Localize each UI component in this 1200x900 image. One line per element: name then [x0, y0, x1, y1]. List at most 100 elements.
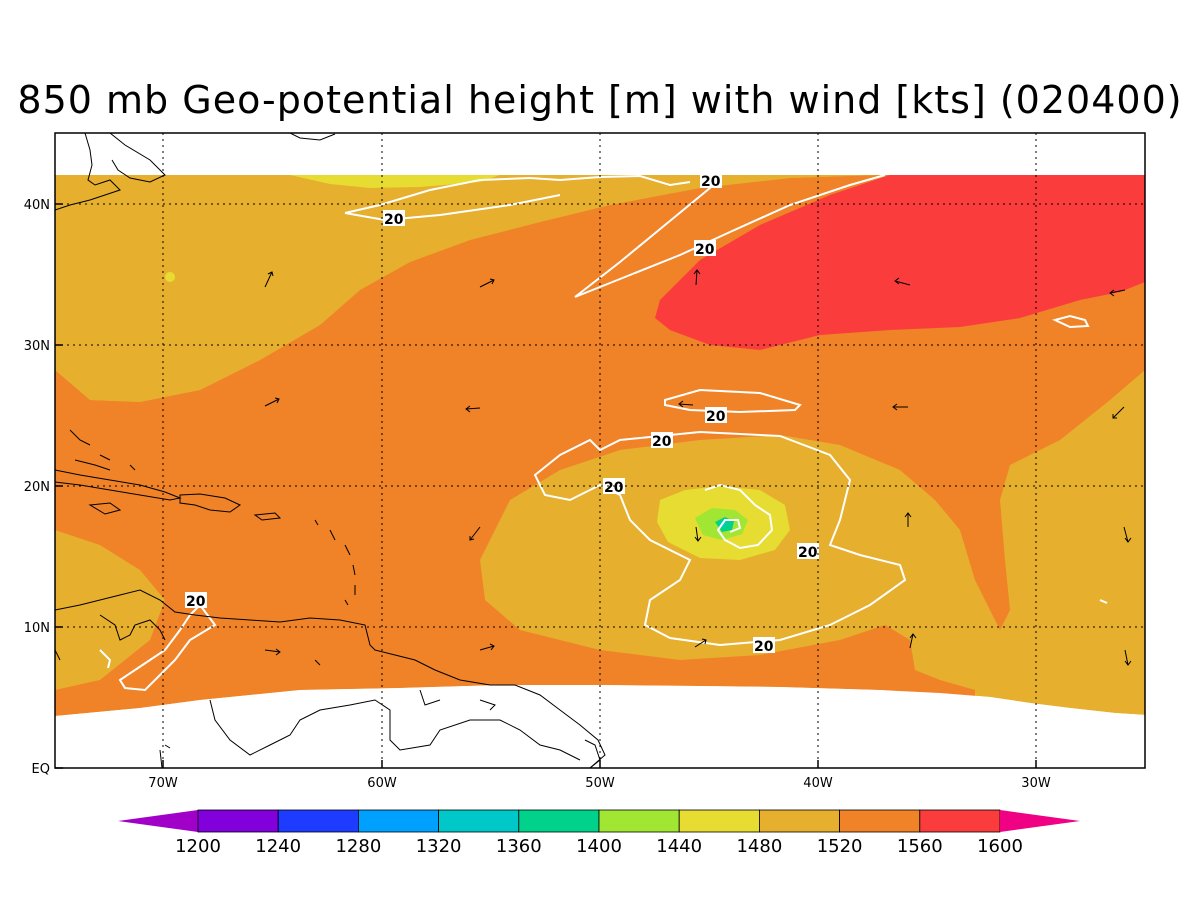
- wind-contour: [118, 603, 217, 692]
- wind-arrow: [1112, 406, 1125, 419]
- wind-arrow: [694, 638, 707, 648]
- colorbar-swatch: [197, 809, 279, 833]
- wind-arrow: [1123, 526, 1132, 543]
- wind-contour: [1099, 599, 1108, 604]
- colorbar-label: 1360: [496, 836, 542, 857]
- wind-arrow: [892, 403, 908, 411]
- height-fill-1480-spot: [165, 272, 175, 282]
- coastline-lesser-antilles: [314, 519, 356, 606]
- y-tick-label: 30N: [24, 339, 50, 354]
- wind-contour: [344, 194, 561, 222]
- colorbar-swatch: [277, 809, 359, 833]
- wind-contour: [704, 483, 774, 550]
- colorbar-label: 1560: [897, 836, 943, 857]
- colorbar-label: 1520: [817, 836, 863, 857]
- wind-arrow: [264, 648, 281, 656]
- tick-marks: [55, 203, 1037, 769]
- plot-area: 20 20 20 20 20 20 20 20 20: [55, 133, 1145, 768]
- contour-labels: 20 20 20 20 20 20 20 20 20: [185, 172, 819, 655]
- coastline-north-america: [55, 133, 121, 211]
- wind-contour: [533, 430, 907, 647]
- wind-arrow: [904, 512, 912, 527]
- wind-arrow: [1109, 289, 1126, 297]
- contour-label: 20: [604, 480, 624, 496]
- colorbar-label: 1320: [416, 836, 462, 857]
- y-tick-label: 10N: [24, 621, 50, 636]
- wind-arrow: [55, 649, 61, 661]
- y-tick-labels: EQ 10N 20N 30N 40N: [24, 198, 50, 777]
- colorbar-swatch: [919, 809, 1001, 833]
- colorbar-swatch: [839, 809, 921, 833]
- coastline-island-small: [159, 659, 321, 768]
- wind-contours: [99, 174, 1108, 692]
- x-tick-label: 30W: [1021, 776, 1051, 791]
- coastline-jamaica: [88, 502, 122, 515]
- wind-arrow: [465, 405, 481, 413]
- contour-label: 20: [652, 434, 672, 450]
- coastline-newfoundland: [289, 133, 336, 141]
- coastline-central-america: [55, 589, 606, 768]
- chart-title: 850 mb Geo-potential height [m] with win…: [17, 78, 1183, 122]
- grid-lines: [55, 133, 1145, 768]
- contour-label: 20: [701, 174, 721, 190]
- wind-arrow: [479, 643, 495, 651]
- coastline-bahamas: [69, 429, 136, 471]
- x-tick-label: 40W: [803, 776, 833, 791]
- y-tick-label: 40N: [24, 198, 50, 213]
- coastline-hispaniola: [179, 493, 241, 513]
- colorbar-swatch: [438, 809, 520, 833]
- contour-label: 20: [706, 409, 726, 425]
- coastline-puerto-rico: [253, 512, 282, 521]
- wind-contour: [344, 174, 691, 214]
- wind-arrow: [264, 397, 280, 407]
- contour-label: 20: [754, 639, 774, 655]
- colorbar-swatch: [759, 809, 841, 833]
- contour-label: 20: [798, 545, 818, 561]
- colorbar-label: 1480: [736, 836, 782, 857]
- wind-arrow: [469, 526, 481, 541]
- x-tick-label: 60W: [367, 776, 397, 791]
- colorbar-label: 1200: [175, 836, 221, 857]
- y-tick-label: EQ: [32, 762, 50, 777]
- colorbar-label: 1600: [977, 836, 1023, 857]
- wind-arrow: [909, 633, 917, 649]
- x-tick-labels: 70W 60W 50W 40W 30W: [148, 776, 1051, 791]
- no-data-region: [55, 685, 1145, 768]
- contour-label: 20: [186, 594, 206, 610]
- colorbar-label: 1240: [255, 836, 301, 857]
- wind-arrow: [479, 278, 495, 288]
- wind-contour: [574, 174, 886, 298]
- wind-vectors: [55, 269, 1132, 666]
- coastline-guiana: [419, 689, 496, 711]
- colorbar-swatch: [518, 809, 600, 833]
- height-fill-1520-north: [55, 175, 880, 402]
- coastline-amazon-mouth: [584, 739, 601, 768]
- x-tick-label: 70W: [148, 776, 178, 791]
- wind-arrow: [693, 269, 701, 286]
- x-tick-label: 50W: [585, 776, 615, 791]
- wind-contour: [1052, 314, 1090, 329]
- height-fill-1480-north: [290, 175, 500, 188]
- wind-contour: [99, 649, 112, 669]
- y-tick-label: 20N: [24, 480, 50, 495]
- colorbar: 1200 1240 1280 1320 1360 1400 1440 1480 1520 1560…: [118, 809, 1080, 857]
- wind-arrow: [264, 271, 274, 288]
- colorbar-swatch: [598, 809, 680, 833]
- colorbar-extend-high: [1000, 810, 1080, 832]
- wind-arrow: [694, 526, 702, 542]
- colorbar-label: 1440: [656, 836, 702, 857]
- height-fill-1600: [655, 175, 1145, 350]
- colorbar-label: 1400: [576, 836, 622, 857]
- contour-label: 20: [695, 242, 715, 258]
- colorbar-label: 1280: [335, 836, 381, 857]
- contour-label: 20: [384, 212, 404, 228]
- coastline-nova-scotia: [109, 133, 166, 183]
- wind-arrow: [1124, 649, 1132, 666]
- colorbar-swatch: [678, 809, 760, 833]
- colorbar-extend-low: [118, 810, 198, 832]
- wind-contour: [664, 388, 802, 414]
- wind-arrow: [678, 400, 694, 408]
- colorbar-swatch: [357, 809, 439, 833]
- wind-arrow: [894, 277, 911, 286]
